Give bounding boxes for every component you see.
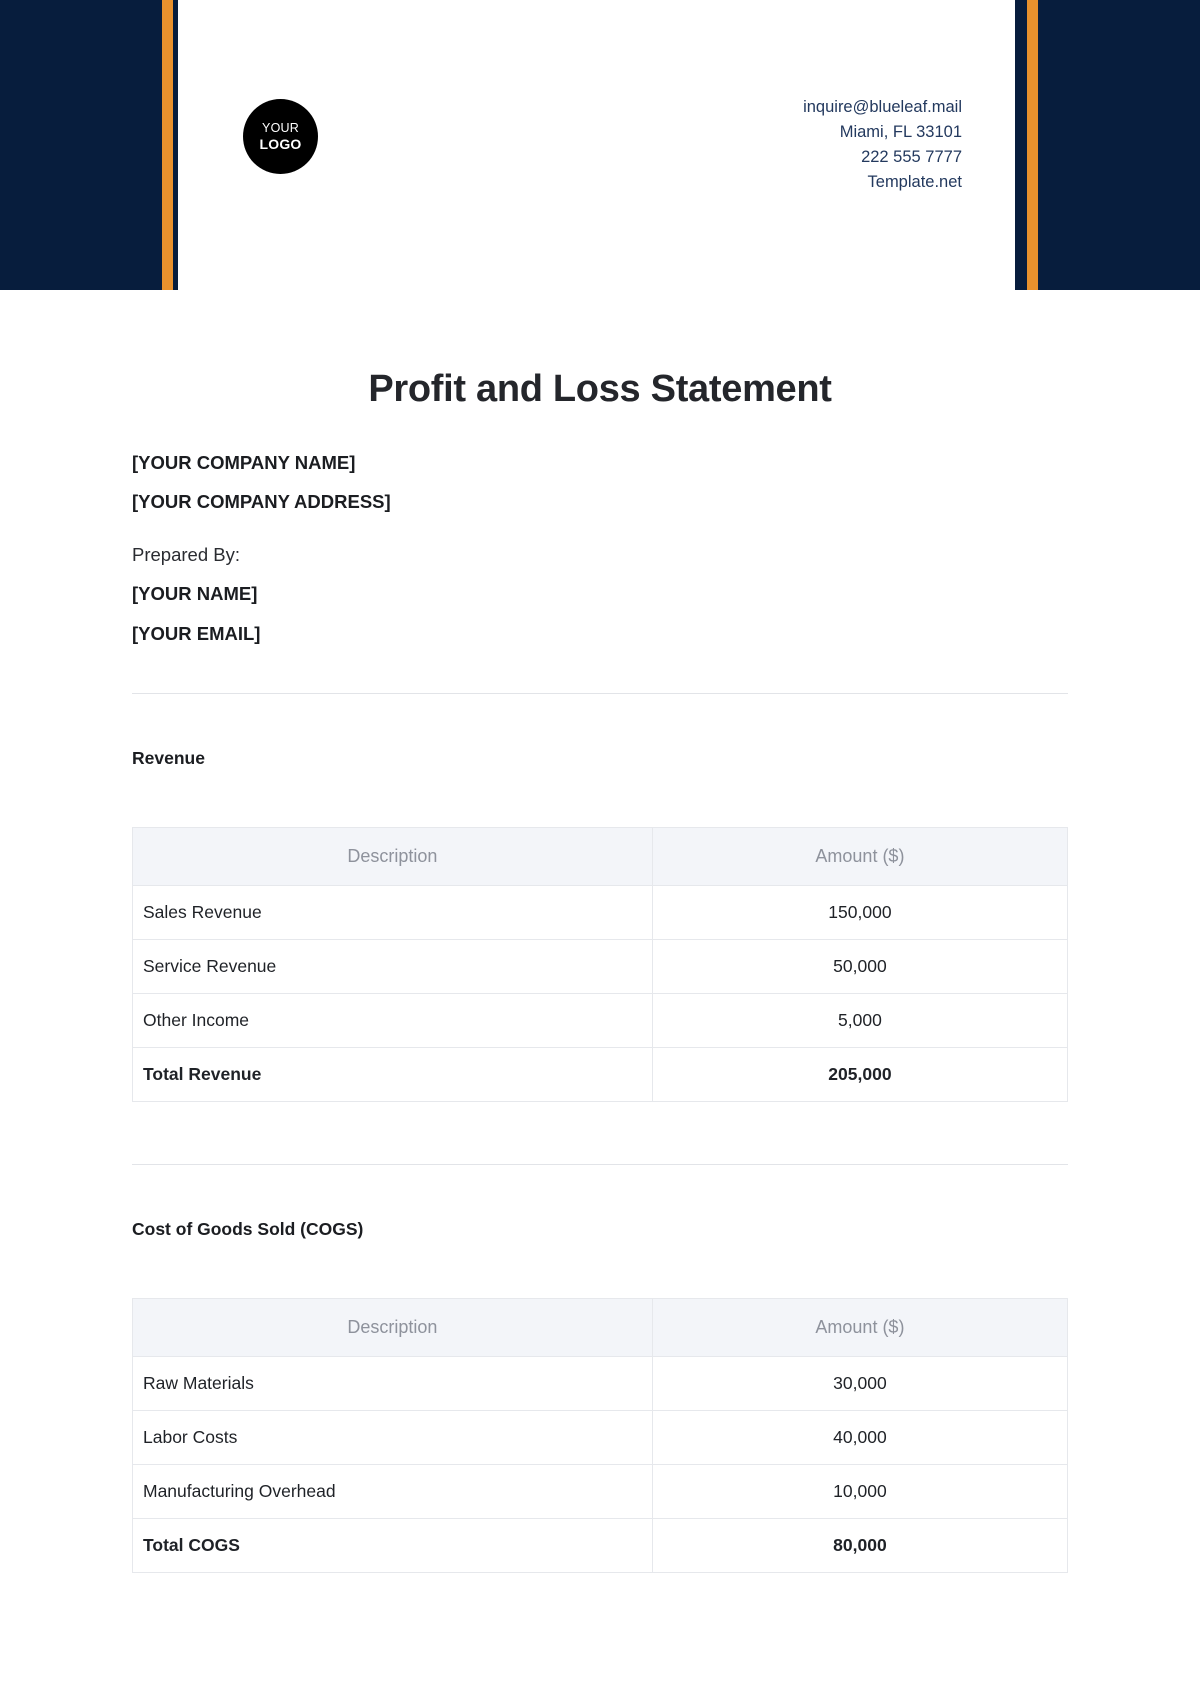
table-row: Sales Revenue 150,000 bbox=[132, 884, 1069, 940]
party-information-block: [YOUR COMPANY NAME] [YOUR COMPANY ADDRES… bbox=[132, 451, 1068, 645]
header-left-orange-stripe bbox=[162, 0, 173, 290]
table-header-row: Description Amount ($) bbox=[132, 826, 1069, 886]
page-title: Profit and Loss Statement bbox=[368, 368, 832, 410]
document-body: Profit and Loss Statement [YOUR COMPANY … bbox=[0, 290, 1200, 1573]
prepared-by-label: Prepared By: bbox=[132, 544, 240, 566]
row-amount: 50,000 bbox=[651, 938, 1069, 994]
table-row: Manufacturing Overhead 10,000 bbox=[132, 1463, 1069, 1519]
section-divider-top bbox=[132, 692, 1068, 694]
contact-email: inquire@blueleaf.mail bbox=[803, 98, 962, 116]
row-amount: 30,000 bbox=[651, 1355, 1069, 1411]
header-right-orange-stripe bbox=[1027, 0, 1038, 290]
company-logo: YOUR LOGO bbox=[243, 99, 318, 174]
total-label: Total Revenue bbox=[132, 1046, 653, 1102]
row-amount: 5,000 bbox=[651, 992, 1069, 1048]
contact-info-block: inquire@blueleaf.mail Miami, FL 33101 22… bbox=[803, 95, 962, 195]
section-heading-revenue: Revenue bbox=[132, 747, 205, 768]
preparer-name: [YOUR NAME] bbox=[132, 583, 258, 605]
contact-website: Template.net bbox=[867, 173, 962, 192]
section-heading-cogs: Cost of Goods Sold (COGS) bbox=[132, 1218, 364, 1239]
table-total-row: Total Revenue 205,000 bbox=[132, 1046, 1069, 1102]
table-row: Labor Costs 40,000 bbox=[132, 1409, 1069, 1465]
logo-line-2: LOGO bbox=[259, 135, 302, 152]
preparer-email: [YOUR EMAIL] bbox=[132, 622, 261, 644]
row-description: Labor Costs bbox=[132, 1409, 653, 1465]
company-name: [YOUR COMPANY NAME] bbox=[132, 452, 356, 473]
logo-line-1: YOUR bbox=[262, 121, 299, 136]
company-address: [YOUR COMPANY ADDRESS] bbox=[132, 491, 391, 513]
row-amount: 10,000 bbox=[651, 1463, 1069, 1519]
row-description: Sales Revenue bbox=[132, 884, 653, 940]
row-description: Service Revenue bbox=[132, 938, 653, 994]
total-label: Total COGS bbox=[132, 1517, 653, 1573]
table-row: Raw Materials 30,000 bbox=[132, 1355, 1069, 1411]
contact-phone: 222 555 7777 bbox=[861, 148, 962, 167]
column-header-description: Description bbox=[132, 826, 653, 886]
table-header-row: Description Amount ($) bbox=[132, 1297, 1069, 1357]
contact-address: Miami, FL 33101 bbox=[839, 123, 962, 142]
header-right-navy-block bbox=[1015, 0, 1200, 290]
total-amount: 205,000 bbox=[651, 1046, 1069, 1102]
table-row: Other Income 5,000 bbox=[132, 992, 1069, 1048]
table-total-row: Total COGS 80,000 bbox=[132, 1517, 1069, 1573]
column-header-description: Description bbox=[132, 1297, 653, 1357]
total-amount: 80,000 bbox=[651, 1517, 1069, 1573]
row-description: Manufacturing Overhead bbox=[132, 1463, 653, 1519]
row-amount: 40,000 bbox=[651, 1409, 1069, 1465]
page-header-band: YOUR LOGO inquire@blueleaf.mail Miami, F… bbox=[0, 0, 1200, 290]
row-description: Raw Materials bbox=[132, 1355, 653, 1411]
column-header-amount: Amount ($) bbox=[651, 826, 1069, 886]
table-row: Service Revenue 50,000 bbox=[132, 938, 1069, 994]
cogs-table: Description Amount ($) Raw Materials 30,… bbox=[132, 1297, 1069, 1573]
row-description: Other Income bbox=[132, 992, 653, 1048]
column-header-amount: Amount ($) bbox=[651, 1297, 1069, 1357]
row-amount: 150,000 bbox=[651, 884, 1069, 940]
revenue-table: Description Amount ($) Sales Revenue 150… bbox=[132, 826, 1069, 1102]
section-divider-middle bbox=[132, 1163, 1068, 1165]
header-left-navy-block bbox=[0, 0, 178, 290]
